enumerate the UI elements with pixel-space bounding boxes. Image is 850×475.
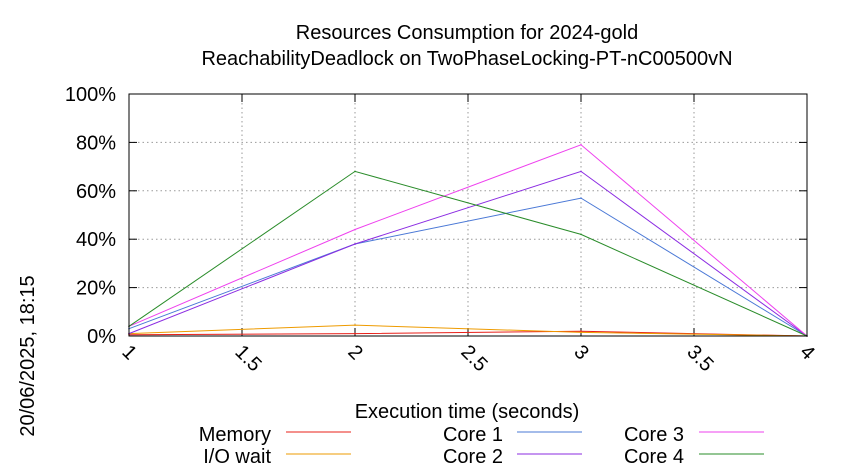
data-point: [354, 243, 356, 245]
x-tick-label: 2.5: [456, 341, 491, 376]
legend-label: Core 3: [624, 424, 684, 446]
y-tick-label: 40%: [76, 229, 116, 251]
series-line-core-1: [128, 197, 808, 337]
x-tick-label: 3: [569, 341, 592, 364]
legend-label: I/O wait: [203, 446, 271, 468]
series-line-i-o-wait: [128, 324, 808, 337]
data-point: [580, 144, 582, 146]
legend-label: Core 2: [443, 446, 503, 468]
data-point: [580, 330, 582, 332]
data-point: [580, 170, 582, 173]
legend-label: Memory: [199, 424, 271, 446]
data-point: [580, 233, 582, 236]
series-line-core-4: [128, 170, 808, 337]
x-tick-label: 3.5: [682, 341, 717, 376]
data-point: [580, 197, 582, 199]
series-line-memory: [128, 330, 808, 337]
series-line-core-2: [128, 170, 808, 337]
legend-label: Core 4: [624, 446, 684, 468]
x-tick-label: 1.5: [230, 341, 265, 376]
plot-frame: [128, 93, 808, 337]
x-tick-label: 1: [117, 341, 140, 364]
y-tick-label: 80%: [76, 132, 116, 154]
plot-series: [128, 144, 808, 337]
x-tick-label: 4: [795, 341, 818, 364]
y-tick-label: 60%: [76, 181, 116, 203]
data-point: [580, 331, 582, 334]
y-tick-label: 100%: [65, 84, 116, 106]
data-point: [354, 228, 356, 231]
data-point: [354, 170, 356, 173]
chart-title-line2: ReachabilityDeadlock on TwoPhaseLocking-…: [201, 48, 732, 70]
x-tick-label: 2: [343, 341, 366, 364]
data-point: [354, 332, 356, 335]
chart-title-line1: Resources Consumption for 2024-gold: [296, 22, 638, 44]
y-tick-label: 0%: [87, 326, 116, 348]
y-axis: 0% 20% 40% 60% 80% 100%: [65, 84, 807, 348]
y-tick-label: 20%: [76, 278, 116, 300]
grid: [128, 93, 808, 337]
data-point: [354, 324, 356, 326]
x-axis-label: Execution time (seconds): [355, 401, 580, 423]
timestamp-label: 20/06/2025, 18:15: [17, 275, 39, 436]
legend-label: Core 1: [443, 424, 503, 446]
series-line-core-3: [128, 144, 808, 337]
